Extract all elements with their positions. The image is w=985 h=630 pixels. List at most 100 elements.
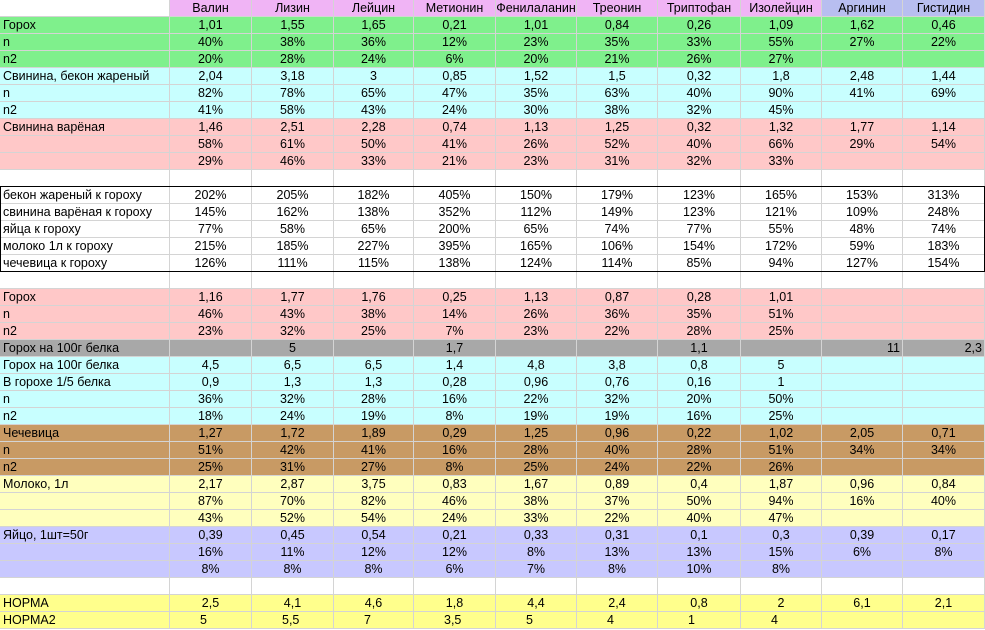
cell-lizin[interactable]: 42% [252, 442, 334, 459]
cell-gistidin[interactable]: 2,1 [903, 595, 985, 612]
cell-treonin[interactable]: 3,8 [577, 357, 658, 374]
cell-leitsin[interactable]: 115% [334, 255, 414, 272]
cell-triptofan[interactable]: 28% [658, 442, 741, 459]
row-label-cell[interactable] [0, 544, 170, 561]
cell-fenilalanin[interactable] [496, 578, 577, 595]
cell-fenilalanin[interactable]: 0,96 [496, 374, 577, 391]
cell-arginin[interactable] [822, 289, 903, 306]
cell-arginin[interactable] [822, 561, 903, 578]
cell-arginin[interactable]: 127% [822, 255, 903, 272]
cell-lizin[interactable]: 111% [252, 255, 334, 272]
cell-metionin[interactable]: 21% [414, 153, 496, 170]
cell-lizin[interactable]: 4,1 [252, 595, 334, 612]
cell-arginin[interactable]: 34% [822, 442, 903, 459]
cell-gistidin[interactable] [903, 102, 985, 119]
cell-metionin[interactable]: 8% [414, 459, 496, 476]
cell-metionin[interactable]: 0,29 [414, 425, 496, 442]
cell-izoleitsin[interactable] [741, 578, 822, 595]
cell-metionin[interactable]: 14% [414, 306, 496, 323]
cell-izoleitsin[interactable]: 27% [741, 51, 822, 68]
row-label-cell[interactable]: свинина варёная к гороху [0, 204, 170, 221]
cell-valin[interactable]: 126% [170, 255, 252, 272]
cell-izoleitsin[interactable]: 1,02 [741, 425, 822, 442]
cell-triptofan[interactable]: 32% [658, 102, 741, 119]
cell-leitsin[interactable]: 33% [334, 153, 414, 170]
cell-metionin[interactable]: 16% [414, 442, 496, 459]
cell-valin[interactable]: 18% [170, 408, 252, 425]
cell-gistidin[interactable]: 22% [903, 34, 985, 51]
cell-arginin[interactable] [822, 374, 903, 391]
row-label-cell[interactable]: n2 [0, 102, 170, 119]
cell-leitsin[interactable]: 82% [334, 493, 414, 510]
cell-gistidin[interactable] [903, 272, 985, 289]
cell-treonin[interactable]: 114% [577, 255, 658, 272]
cell-izoleitsin[interactable]: 8% [741, 561, 822, 578]
cell-arginin[interactable]: 109% [822, 204, 903, 221]
cell-lizin[interactable]: 78% [252, 85, 334, 102]
cell-gistidin[interactable] [903, 374, 985, 391]
cell-lizin[interactable]: 52% [252, 510, 334, 527]
cell-metionin[interactable]: 1,4 [414, 357, 496, 374]
cell-izoleitsin[interactable]: 2 [741, 595, 822, 612]
cell-fenilalanin[interactable]: 33% [496, 510, 577, 527]
cell-arginin[interactable] [822, 272, 903, 289]
cell-leitsin[interactable]: 25% [334, 323, 414, 340]
row-label-cell[interactable]: n [0, 85, 170, 102]
cell-leitsin[interactable]: 138% [334, 204, 414, 221]
cell-fenilalanin[interactable]: 26% [496, 136, 577, 153]
cell-valin[interactable]: 16% [170, 544, 252, 561]
cell-lizin[interactable]: 205% [252, 187, 334, 204]
cell-valin[interactable]: 8% [170, 561, 252, 578]
cell-triptofan[interactable]: 10% [658, 561, 741, 578]
row-label-cell[interactable]: n2 [0, 51, 170, 68]
cell-triptofan[interactable]: 0,32 [658, 119, 741, 136]
cell-triptofan[interactable]: 0,1 [658, 527, 741, 544]
cell-valin[interactable]: 77% [170, 221, 252, 238]
cell-gistidin[interactable] [903, 578, 985, 595]
cell-lizin[interactable]: 0,45 [252, 527, 334, 544]
cell-treonin[interactable]: 22% [577, 510, 658, 527]
row-label-cell[interactable] [0, 136, 170, 153]
cell-gistidin[interactable]: 183% [903, 238, 985, 255]
cell-triptofan[interactable]: 26% [658, 51, 741, 68]
cell-triptofan[interactable] [658, 170, 741, 187]
cell-leitsin[interactable] [334, 578, 414, 595]
cell-metionin[interactable]: 405% [414, 187, 496, 204]
cell-lizin[interactable]: 61% [252, 136, 334, 153]
cell-fenilalanin[interactable]: 28% [496, 442, 577, 459]
cell-valin[interactable]: 2,5 [170, 595, 252, 612]
cell-leitsin[interactable]: 0,54 [334, 527, 414, 544]
cell-triptofan[interactable]: 50% [658, 493, 741, 510]
cell-triptofan[interactable]: 154% [658, 238, 741, 255]
cell-arginin[interactable] [822, 408, 903, 425]
cell-lizin[interactable] [252, 578, 334, 595]
cell-lizin[interactable] [252, 170, 334, 187]
cell-arginin[interactable] [822, 357, 903, 374]
cell-metionin[interactable]: 6% [414, 561, 496, 578]
cell-leitsin[interactable]: 43% [334, 102, 414, 119]
cell-fenilalanin[interactable]: 112% [496, 204, 577, 221]
cell-lizin[interactable]: 38% [252, 34, 334, 51]
cell-gistidin[interactable] [903, 323, 985, 340]
cell-izoleitsin[interactable]: 66% [741, 136, 822, 153]
cell-izoleitsin[interactable]: 121% [741, 204, 822, 221]
cell-fenilalanin[interactable]: 35% [496, 85, 577, 102]
cell-treonin[interactable]: 106% [577, 238, 658, 255]
cell-gistidin[interactable]: 1,44 [903, 68, 985, 85]
cell-lizin[interactable]: 185% [252, 238, 334, 255]
cell-metionin[interactable]: 395% [414, 238, 496, 255]
cell-leitsin[interactable]: 4,6 [334, 595, 414, 612]
cell-arginin[interactable] [822, 612, 903, 629]
cell-metionin[interactable]: 12% [414, 34, 496, 51]
cell-triptofan[interactable]: 0,8 [658, 595, 741, 612]
cell-metionin[interactable]: 0,21 [414, 527, 496, 544]
cell-leitsin[interactable] [334, 272, 414, 289]
cell-leitsin[interactable]: 36% [334, 34, 414, 51]
cell-arginin[interactable]: 6,1 [822, 595, 903, 612]
cell-fenilalanin[interactable]: 7% [496, 561, 577, 578]
cell-fenilalanin[interactable]: 5 [496, 612, 577, 629]
cell-lizin[interactable]: 1,3 [252, 374, 334, 391]
cell-metionin[interactable]: 47% [414, 85, 496, 102]
cell-arginin[interactable]: 2,48 [822, 68, 903, 85]
cell-arginin[interactable]: 0,39 [822, 527, 903, 544]
